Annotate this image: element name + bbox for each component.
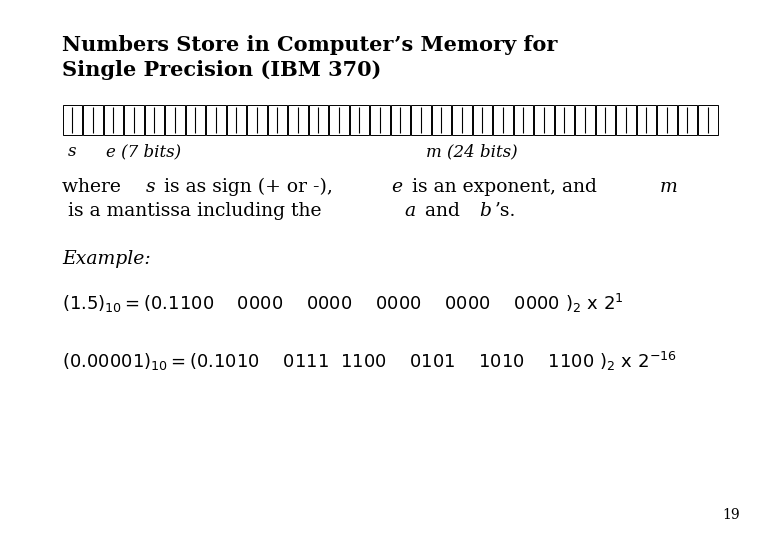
Bar (165, 105, 185, 135)
Text: is an exponent, and: is an exponent, and (406, 178, 603, 196)
Bar (513, 105, 533, 135)
Bar (391, 105, 410, 135)
Text: e: e (392, 178, 402, 196)
Bar (329, 105, 349, 135)
Bar (247, 105, 267, 135)
Bar (555, 105, 574, 135)
Text: m (24 bits): m (24 bits) (426, 143, 518, 160)
Bar (411, 105, 431, 135)
Text: e (7 bits): e (7 bits) (106, 143, 182, 160)
Bar (595, 105, 615, 135)
Bar (452, 105, 471, 135)
Bar (104, 105, 123, 135)
Bar (678, 105, 697, 135)
Bar (698, 105, 718, 135)
Bar (657, 105, 676, 135)
Bar (534, 105, 554, 135)
Bar (493, 105, 512, 135)
Bar (288, 105, 307, 135)
Bar (144, 105, 164, 135)
Bar (575, 105, 594, 135)
Text: Single Precision (IBM 370): Single Precision (IBM 370) (62, 60, 381, 80)
Bar (349, 105, 369, 135)
Text: and: and (419, 202, 466, 220)
Text: is a mantissa including the: is a mantissa including the (62, 202, 328, 220)
Text: Example:: Example: (62, 250, 151, 268)
Text: a: a (405, 202, 416, 220)
Text: $(1.5)_{10} = (0.1100\ \ \ \ 0000\ \ \ \ 0000\ \ \ \ 0000\ \ \ \ 0000\ \ \ \ 000: $(1.5)_{10} = (0.1100\ \ \ \ 0000\ \ \ \… (62, 292, 624, 315)
Bar (473, 105, 492, 135)
Text: is as sign (+ or -),: is as sign (+ or -), (158, 178, 339, 196)
Text: s: s (146, 178, 155, 196)
Bar (124, 105, 144, 135)
Bar (186, 105, 205, 135)
Text: where: where (62, 178, 127, 196)
Text: Numbers Store in Computer’s Memory for: Numbers Store in Computer’s Memory for (62, 35, 558, 55)
Text: 19: 19 (722, 508, 740, 522)
Text: b: b (480, 202, 491, 220)
Bar (268, 105, 287, 135)
Bar (370, 105, 389, 135)
Bar (616, 105, 636, 135)
Bar (636, 105, 656, 135)
Bar (83, 105, 102, 135)
Bar (206, 105, 225, 135)
Bar (62, 105, 82, 135)
Text: ’s.: ’s. (495, 202, 516, 220)
Bar (309, 105, 328, 135)
Bar (431, 105, 451, 135)
Text: $(0.00001)_{10} = (0.1010\ \ \ \ 0111\ \ 1100\ \ \ \ 0101\ \ \ \ 1010\ \ \ \ 110: $(0.00001)_{10} = (0.1010\ \ \ \ 0111\ \… (62, 350, 677, 373)
Bar (226, 105, 246, 135)
Text: m: m (660, 178, 678, 196)
Text: s: s (68, 143, 76, 160)
